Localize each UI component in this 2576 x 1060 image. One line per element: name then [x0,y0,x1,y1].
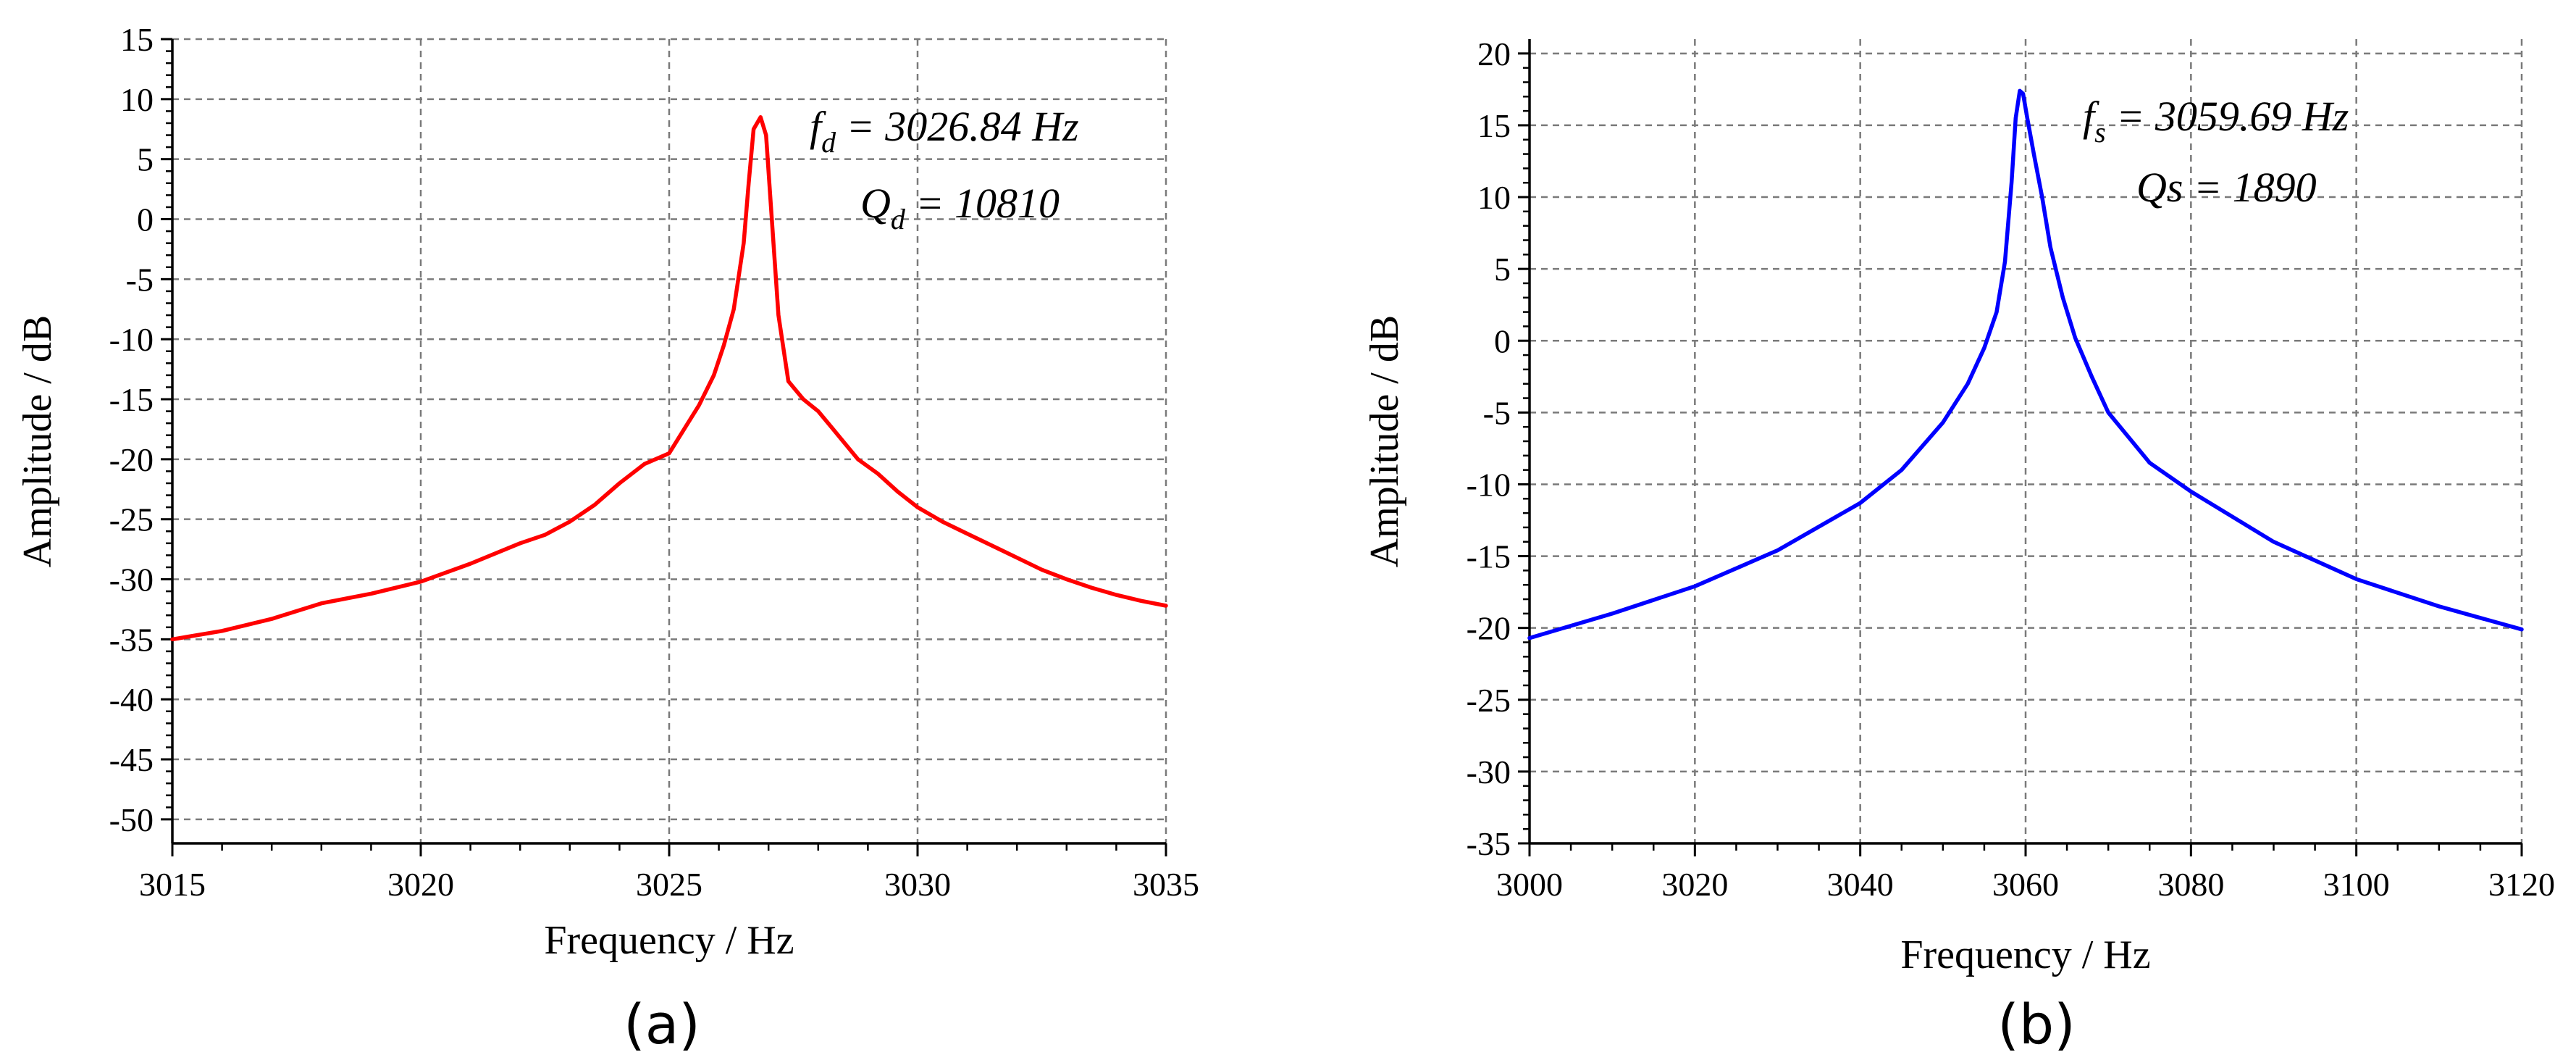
series-0 [1527,88,2524,640]
annotation-symbol: Q [860,180,891,227]
y-tick-label: -5 [1483,394,1511,431]
y-tick-label: 10 [120,81,154,118]
annotation-value: = 3026.84 Hz [836,103,1079,150]
x-tick-label: 3100 [2323,866,2390,903]
x-tick-label: 3000 [1496,866,1563,903]
y-tick-label: -30 [109,562,154,598]
y-tick-label: -10 [1467,466,1511,503]
y-tick-label: -15 [1467,538,1511,575]
y-tick-label: 5 [137,141,154,178]
x-tick-label: 3080 [2157,866,2224,903]
x-axis-title: Frequency / Hz [544,918,794,963]
y-tick-label: -35 [1467,825,1511,862]
y-tick-label: -25 [109,501,154,538]
annotation: Qs = 1890 [2136,164,2317,211]
annotation-value: = 3059.69 Hz [2106,93,2349,140]
y-axis-title: Amplitude / dB [1362,315,1407,567]
x-tick-label: 3020 [1661,866,1728,903]
annotation: fd = 3026.84 Hz [810,103,1079,159]
y-tick-label: 20 [1477,36,1511,72]
x-tick-label: 3015 [139,866,206,903]
y-tick-label: -30 [1467,754,1511,790]
y-axis-title: Amplitude / dB [15,315,60,567]
chart-a: 3015 3020 3025 3030 3035 15 10 5 0 -5 -10 -15 -20 -25… [15,21,1199,1056]
annotation-subscript: s [2094,116,2106,149]
annotation-subscript: d [891,203,906,235]
x-tick-label: 3060 [1992,866,2059,903]
y-tick-label: -45 [109,741,154,778]
panel-label: (b) [1997,992,2076,1056]
y-tick-label: -35 [109,621,154,658]
series-line [170,114,1168,642]
annotation-subscript: d [821,126,836,159]
annotation-value: = 10810 [905,180,1060,227]
x-axis-title: Frequency / Hz [1900,932,2150,977]
y-tick-label: -15 [109,381,154,418]
y-tick-label: -10 [109,321,154,358]
annotation: fs = 3059.69 Hz [2083,93,2349,149]
x-tick-label: 3020 [387,866,454,903]
x-tick-label: 3120 [2488,866,2555,903]
annotation-value: = 1890 [2183,164,2316,211]
y-tick-label: -5 [126,261,154,298]
y-tick-label: 10 [1477,179,1511,216]
y-tick-label: -40 [109,681,154,718]
x-tick-label: 3035 [1133,866,1199,903]
y-tick-label: 0 [1494,322,1511,359]
y-tick-label: 5 [1494,251,1511,288]
series-0 [170,114,1168,642]
grid [1530,39,2523,843]
y-tick-label: 15 [120,21,154,58]
x-tick-label: 3040 [1827,866,1894,903]
series-line [1527,88,2524,640]
chart-b: 3000 3020 3040 3060 3080 3100 3120 20 15 10 5 0 -5 -1… [1362,36,2555,1056]
y-tick-label: -20 [109,441,154,478]
y-tick-label: 0 [137,201,154,238]
y-tick-label: 15 [1477,107,1511,144]
y-tick-label: -50 [109,801,154,838]
annotation-symbol: Qs [2136,164,2183,211]
annotation: Qd = 10810 [860,180,1060,235]
grid [172,38,1167,843]
y-tick-label: -25 [1467,682,1511,719]
x-tick-label: 3025 [636,866,702,903]
panel-label: (a) [624,992,700,1056]
y-tick-label: -20 [1467,610,1511,647]
x-tick-label: 3030 [884,866,951,903]
